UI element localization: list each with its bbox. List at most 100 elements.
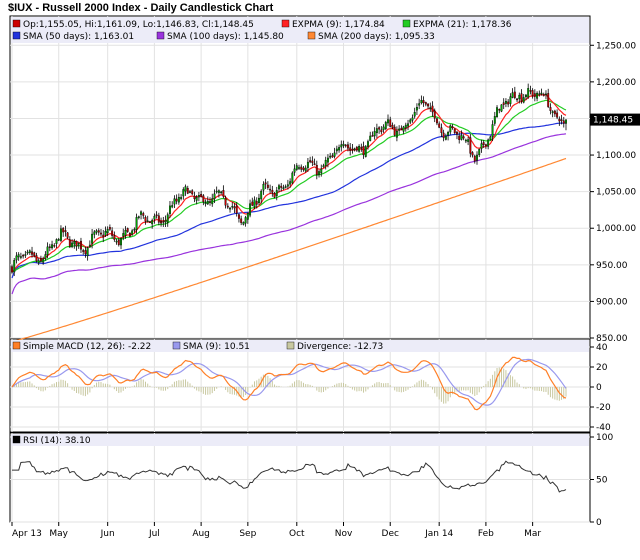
candle-body — [173, 198, 176, 205]
candle-body — [222, 190, 225, 197]
expma21-line — [11, 99, 567, 273]
candle-body — [373, 131, 376, 137]
candle-body — [24, 254, 27, 256]
candle-body — [333, 152, 336, 157]
candle-body — [476, 154, 478, 161]
candle-body — [371, 135, 374, 137]
candle-body — [237, 214, 240, 219]
candle-body — [447, 132, 450, 136]
candle-body — [53, 245, 56, 247]
candle-body — [226, 205, 229, 208]
candle-body — [351, 148, 354, 151]
candle-body — [284, 186, 287, 188]
candle-body — [302, 167, 305, 170]
candle-body — [164, 220, 167, 223]
macd-signal-line — [11, 358, 567, 406]
candle-body — [409, 119, 412, 123]
candle-body — [124, 229, 127, 236]
candle-body — [77, 242, 80, 245]
candle-body — [542, 94, 545, 96]
candle-body — [384, 122, 387, 129]
price-y-tick-label: 1,250.00 — [596, 41, 636, 51]
price-y-tick-label: 1,200.00 — [596, 78, 636, 88]
candle-body — [91, 233, 94, 244]
candle-body — [122, 233, 125, 237]
price-y-tick-label: 950.00 — [596, 261, 628, 271]
candle-body — [271, 189, 274, 193]
macd-y-tick-label: -20 — [596, 403, 611, 413]
candle-body — [93, 231, 96, 235]
last-price-box — [590, 113, 640, 126]
candle-body — [540, 92, 543, 95]
candle-body — [86, 247, 89, 257]
candle-body — [209, 201, 211, 203]
candle-body — [464, 139, 467, 142]
candle-body — [460, 135, 463, 140]
candle-body — [431, 105, 434, 113]
candle-body — [166, 214, 169, 223]
chart-title: $IUX - Russell 2000 Index - Daily Candle… — [8, 2, 274, 14]
x-tick-label: Dec — [382, 529, 399, 539]
candle-body — [117, 239, 120, 245]
candle-body — [88, 244, 91, 248]
candle-body — [242, 222, 245, 225]
candle-body — [565, 119, 567, 124]
candle-body — [400, 127, 403, 130]
candle-body — [536, 92, 539, 99]
candle-body — [282, 187, 285, 189]
candle-body — [291, 172, 294, 184]
candle-body — [331, 155, 334, 158]
rsi-legend-bg — [11, 434, 589, 446]
candle-body — [293, 168, 296, 173]
candle-body — [358, 146, 361, 152]
candle-body — [269, 188, 272, 191]
candle-body — [200, 194, 203, 197]
candle-body — [411, 117, 414, 121]
candle-body — [120, 238, 122, 246]
candle-body — [382, 126, 385, 130]
candle-body — [84, 250, 87, 255]
candle-body — [453, 128, 456, 133]
candle-body — [160, 221, 163, 224]
candle-body — [19, 256, 22, 258]
candle-body — [108, 227, 111, 230]
candle-body — [144, 217, 147, 222]
candle-body — [206, 200, 209, 205]
candle-body — [355, 146, 358, 151]
legend-macd: Simple MACD (12, 26): -2.22 — [23, 342, 151, 352]
price-legend-bg — [11, 17, 589, 43]
candle-body — [420, 99, 423, 104]
candle-body — [111, 230, 114, 236]
candle-body — [66, 232, 69, 238]
candle-body — [489, 136, 492, 140]
candle-body — [48, 246, 51, 248]
candle-body — [389, 119, 392, 127]
candle-body — [469, 137, 472, 154]
candle-body — [562, 120, 565, 124]
x-tick-label: Jul — [148, 529, 160, 539]
candle-body — [360, 146, 363, 149]
candle-body — [338, 147, 341, 151]
x-tick-label: Apr 13 — [12, 529, 42, 539]
candle-body — [213, 193, 216, 200]
candle-body — [449, 125, 452, 133]
candle-body — [309, 160, 312, 163]
candle-body — [255, 201, 258, 205]
legend-expma9: EXPMA (9): 1,174.84 — [292, 20, 385, 30]
candle-body — [106, 229, 109, 234]
candle-body — [513, 91, 516, 98]
candle-body — [73, 241, 76, 245]
candle-body — [480, 143, 483, 149]
legend-rsi: RSI (14): 38.10 — [23, 436, 91, 446]
candle-body — [442, 132, 445, 138]
candle-body — [353, 148, 356, 150]
candle-body — [133, 228, 136, 231]
candle-body — [33, 252, 36, 256]
candle-body — [224, 198, 227, 206]
candle-body — [15, 255, 18, 261]
candle-body — [82, 250, 85, 252]
candle-body — [500, 104, 503, 112]
candle-body — [393, 126, 396, 136]
